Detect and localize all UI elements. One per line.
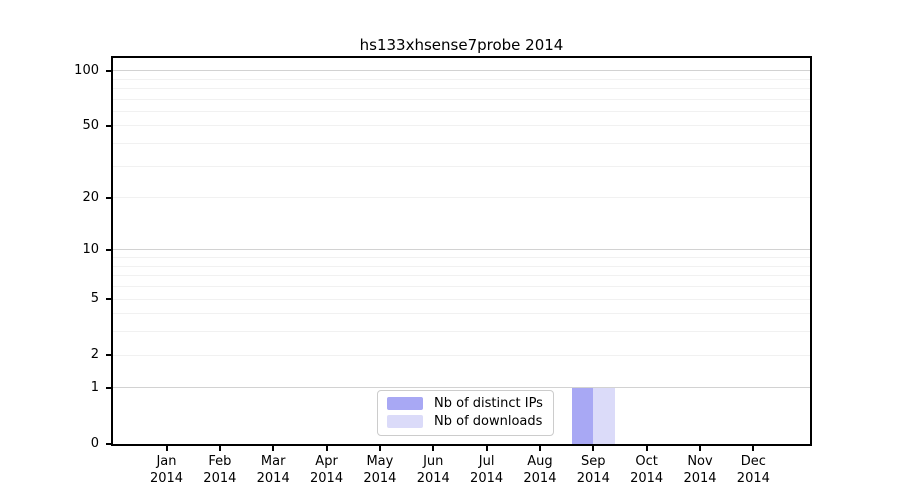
y-tick-mark (106, 69, 113, 72)
x-axis: Jan 2014 Feb 2014 Mar 2014 Apr 2014 May 2014 Jun 20… (113, 444, 810, 500)
minor-gridline (113, 354, 810, 356)
y-tick-label: 100 (74, 62, 99, 78)
minor-gridline (113, 257, 810, 259)
y-tick-label: 20 (82, 189, 99, 205)
legend-swatch (387, 415, 423, 428)
x-tick-month: Oct (635, 454, 658, 469)
x-tick-mark (272, 444, 275, 451)
major-gridline (113, 249, 810, 251)
x-tick-label: Apr 2014 (310, 453, 343, 487)
minor-gridline (113, 87, 810, 89)
x-tick-mark (325, 444, 328, 451)
x-tick-year: 2014 (576, 471, 610, 486)
x-tick-label: May 2014 (363, 453, 396, 487)
x-tick-year: 2014 (470, 471, 504, 486)
major-gridline (113, 387, 810, 389)
x-tick-year: 2014 (149, 471, 184, 486)
x-tick-label: Jun 2014 (417, 453, 450, 487)
x-tick-year: 2014 (630, 471, 664, 486)
x-tick-month: Aug (527, 454, 553, 469)
minor-gridline (113, 98, 810, 100)
x-tick-mark (752, 444, 755, 451)
minor-gridline (113, 110, 810, 112)
chart-title: hs133xhsense7probe 2014 (359, 36, 564, 54)
x-tick-mark (218, 444, 221, 451)
x-tick-label: Feb 2014 (203, 453, 236, 487)
y-tick-mark (106, 443, 113, 445)
x-tick-month: Nov (687, 454, 713, 469)
x-tick-mark (378, 444, 381, 451)
legend-label: Nb of distinct IPs (434, 396, 543, 411)
minor-gridline (113, 275, 810, 277)
x-tick-year: 2014 (736, 471, 770, 486)
y-tick-mark (106, 354, 113, 357)
y-tick-mark (106, 248, 113, 251)
legend-item: Nb of downloads (387, 414, 543, 429)
y-tick-label: 5 (90, 291, 99, 307)
minor-gridline (113, 125, 810, 127)
y-tick-label: 10 (82, 241, 99, 257)
x-tick-mark (485, 444, 488, 451)
minor-gridline (113, 265, 810, 267)
plot-area: Nb of distinct IPs Nb of downloads (111, 56, 812, 446)
x-tick-month: Dec (740, 454, 766, 469)
y-tick-label: 50 (82, 117, 99, 133)
legend-item: Nb of distinct IPs (387, 396, 543, 411)
x-tick-year: 2014 (683, 471, 717, 486)
minor-gridline (113, 286, 810, 288)
x-tick-month: Apr (315, 454, 338, 469)
x-tick-label: Jan 2014 (150, 453, 183, 487)
x-tick-year: 2014 (363, 471, 397, 486)
x-tick-label: Oct 2014 (630, 453, 663, 487)
major-gridline (113, 70, 810, 72)
x-tick-year: 2014 (416, 471, 450, 486)
x-tick-year: 2014 (310, 471, 344, 486)
y-tick-label: 2 (90, 347, 99, 363)
x-tick-label: Mar 2014 (257, 453, 290, 487)
x-tick-month: Mar (260, 454, 286, 469)
x-tick-label: Jul 2014 (470, 453, 503, 487)
x-tick-month: Feb (208, 454, 232, 469)
x-tick-year: 2014 (256, 471, 290, 486)
bar-nb-of-downloads (593, 387, 615, 444)
y-tick-mark (106, 298, 113, 301)
legend: Nb of distinct IPs Nb of downloads (377, 390, 554, 436)
x-tick-year: 2014 (523, 471, 557, 486)
x-tick-label: Sep 2014 (577, 453, 610, 487)
x-tick-month: Sep (581, 454, 606, 469)
x-tick-month: May (366, 454, 394, 469)
x-tick-month: Jan (156, 454, 177, 469)
x-tick-mark (645, 444, 648, 451)
x-tick-label: Dec 2014 (737, 453, 770, 487)
x-tick-month: Jul (478, 454, 495, 469)
minor-gridline (113, 78, 810, 80)
y-tick-mark (106, 196, 113, 199)
minor-gridline (113, 331, 810, 333)
x-tick-mark (165, 444, 168, 451)
x-tick-year: 2014 (203, 471, 237, 486)
y-tick-label: 1 (90, 379, 99, 395)
minor-gridline (113, 197, 810, 199)
bar-nb-of-distinct-ips (571, 387, 594, 444)
minor-gridline (113, 143, 810, 145)
y-axis: 0 1 2 5 10 20 50 100 (0, 58, 113, 451)
y-tick-label: 0 (90, 436, 99, 451)
y-tick-mark (106, 124, 113, 127)
minor-gridline (113, 313, 810, 315)
x-tick-label: Aug 2014 (523, 453, 556, 487)
x-tick-label: Nov 2014 (683, 453, 716, 487)
x-tick-mark (538, 444, 541, 451)
x-tick-mark (699, 444, 701, 451)
y-tick-mark (106, 386, 113, 389)
minor-gridline (113, 298, 810, 300)
legend-label: Nb of downloads (434, 414, 543, 429)
x-tick-mark (592, 444, 595, 451)
x-tick-month: Jun (423, 454, 444, 469)
minor-gridline (113, 165, 810, 167)
x-tick-mark (432, 444, 435, 451)
legend-swatch (387, 397, 423, 410)
